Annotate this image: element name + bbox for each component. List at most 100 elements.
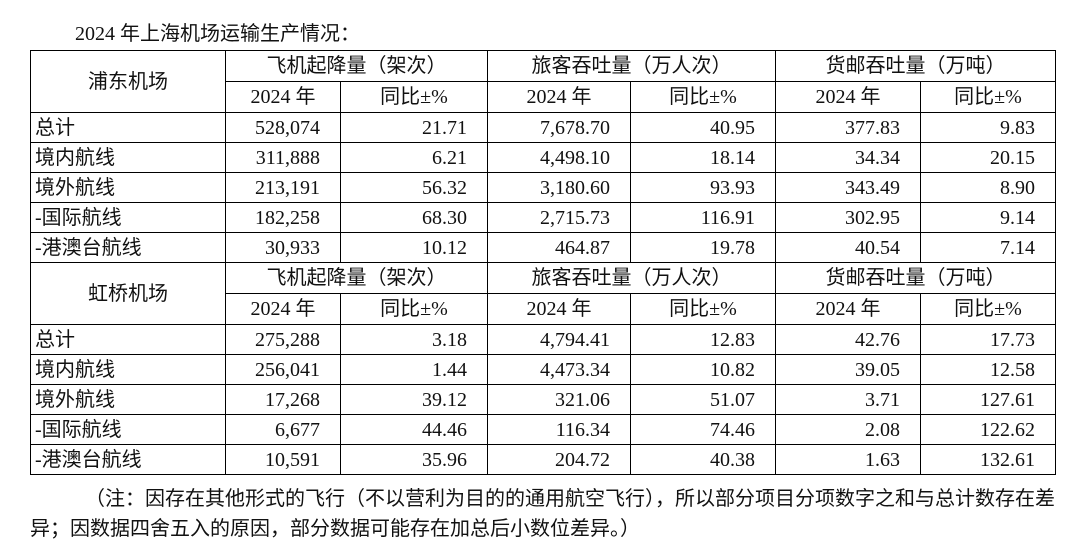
subheader: 2024 年: [225, 81, 341, 113]
subheader: 同比±%: [340, 293, 488, 325]
data-row: -港澳台航线 30,933 10.12 464.87 19.78 40.54 7.14: [30, 232, 1056, 263]
cell: 1.63: [775, 444, 921, 475]
cell: 12.83: [630, 324, 776, 355]
data-row: 境内航线 311,888 6.21 4,498.10 18.14 34.34 20.15: [30, 142, 1056, 173]
cell: 39.12: [340, 384, 488, 415]
cell: 40.38: [630, 444, 776, 475]
cell: 51.07: [630, 384, 776, 415]
cell: 132.61: [920, 444, 1056, 475]
cell: 20.15: [920, 142, 1056, 173]
cell: 21.71: [340, 112, 488, 143]
group-header: 货邮吞吐量（万吨）: [775, 262, 1056, 294]
row-label: -港澳台航线: [30, 444, 226, 475]
cell: 10.82: [630, 354, 776, 385]
data-row: 境外航线 17,268 39.12 321.06 51.07 3.71 127.61: [30, 384, 1056, 415]
data-row: 总计 275,288 3.18 4,794.41 12.83 42.76 17.73: [30, 324, 1056, 355]
subheader-row: 2024 年同比±% 2024 年同比±% 2024 年同比±%: [31, 293, 1056, 325]
data-row: 境外航线 213,191 56.32 3,180.60 93.93 343.49 8.90: [30, 172, 1056, 203]
cell: 6,677: [225, 414, 341, 445]
cell: 44.46: [340, 414, 488, 445]
cell: 12.58: [920, 354, 1056, 385]
header-row: 浦东机场 飞机起降量（架次） 旅客吞吐量（万人次） 货邮吞吐量（万吨）: [30, 50, 1056, 113]
row-label: -国际航线: [30, 202, 226, 233]
cell: 116.34: [487, 414, 631, 445]
cell: 30,933: [225, 232, 341, 263]
row-label: 境内航线: [30, 142, 226, 173]
data-row: 总计 528,074 21.71 7,678.70 40.95 377.83 9.83: [30, 112, 1056, 143]
subheader-row: 2024 年同比±% 2024 年同比±% 2024 年同比±%: [31, 81, 1056, 113]
section-name: 浦东机场: [30, 50, 226, 113]
cell: 7.14: [920, 232, 1056, 263]
table-body: 浦东机场 飞机起降量（架次） 旅客吞吐量（万人次） 货邮吞吐量（万吨） 2024 年同比…: [30, 50, 1056, 475]
cell: 213,191: [225, 172, 341, 203]
data-row: -港澳台航线 10,591 35.96 204.72 40.38 1.63 132.61: [30, 444, 1056, 475]
row-label: 境外航线: [30, 384, 226, 415]
cell: 42.76: [775, 324, 921, 355]
cell: 122.62: [920, 414, 1056, 445]
data-row: 境内航线 256,041 1.44 4,473.34 10.82 39.05 12.58: [30, 354, 1056, 385]
cell: 17,268: [225, 384, 341, 415]
cell: 1.44: [340, 354, 488, 385]
row-label: -国际航线: [30, 414, 226, 445]
header-row: 虹桥机场 飞机起降量（架次） 旅客吞吐量（万人次） 货邮吞吐量（万吨）: [30, 262, 1056, 325]
group-header: 货邮吞吐量（万吨）: [775, 50, 1056, 82]
doc-title: 2024 年上海机场运输生产情况：: [75, 23, 360, 45]
subheader: 2024 年: [225, 293, 341, 325]
cell: 3.71: [775, 384, 921, 415]
cell: 204.72: [487, 444, 631, 475]
cell: 2,715.73: [487, 202, 631, 233]
cell: 17.73: [920, 324, 1056, 355]
data-row: -国际航线 182,258 68.30 2,715.73 116.91 302.95 9.1…: [30, 202, 1056, 233]
cell: 56.32: [340, 172, 488, 203]
cell: 127.61: [920, 384, 1056, 415]
cell: 40.54: [775, 232, 921, 263]
cell: 8.90: [920, 172, 1056, 203]
group-header: 飞机起降量（架次）: [225, 262, 488, 294]
cell: 9.83: [920, 112, 1056, 143]
row-label: 总计: [30, 112, 226, 143]
cell: 275,288: [225, 324, 341, 355]
cell: 10,591: [225, 444, 341, 475]
row-label: 境内航线: [30, 354, 226, 385]
cell: 35.96: [340, 444, 488, 475]
cell: 4,473.34: [487, 354, 631, 385]
data-row: -国际航线 6,677 44.46 116.34 74.46 2.08 122.62: [30, 414, 1056, 445]
cell: 74.46: [630, 414, 776, 445]
cell: 3,180.60: [487, 172, 631, 203]
cell: 4,794.41: [487, 324, 631, 355]
cell: 7,678.70: [487, 112, 631, 143]
row-label: 总计: [30, 324, 226, 355]
cell: 2.08: [775, 414, 921, 445]
subheader: 2024 年: [487, 293, 631, 325]
cell: 464.87: [487, 232, 631, 263]
section-name: 虹桥机场: [30, 262, 226, 325]
cell: 116.91: [630, 202, 776, 233]
cell: 182,258: [225, 202, 341, 233]
cell: 19.78: [630, 232, 776, 263]
cell: 34.34: [775, 142, 921, 173]
cell: 4,498.10: [487, 142, 631, 173]
subheader: 同比±%: [920, 81, 1056, 113]
group-header: 飞机起降量（架次）: [225, 50, 488, 82]
subheader: 同比±%: [340, 81, 488, 113]
footnote: （注：因存在其他形式的飞行（不以营利为目的的通用航空飞行），所以部分项目分项数字…: [30, 488, 1055, 540]
cell: 311,888: [225, 142, 341, 173]
subheader: 2024 年: [775, 81, 921, 113]
cell: 93.93: [630, 172, 776, 203]
cell: 10.12: [340, 232, 488, 263]
cell: 321.06: [487, 384, 631, 415]
row-label: 境外航线: [30, 172, 226, 203]
cell: 377.83: [775, 112, 921, 143]
cell: 6.21: [340, 142, 488, 173]
row-label: -港澳台航线: [30, 232, 226, 263]
subheader: 同比±%: [630, 81, 776, 113]
cell: 39.05: [775, 354, 921, 385]
subheader: 同比±%: [920, 293, 1056, 325]
subheader: 2024 年: [775, 293, 921, 325]
cell: 40.95: [630, 112, 776, 143]
cell: 256,041: [225, 354, 341, 385]
cell: 343.49: [775, 172, 921, 203]
cell: 302.95: [775, 202, 921, 233]
cell: 68.30: [340, 202, 488, 233]
